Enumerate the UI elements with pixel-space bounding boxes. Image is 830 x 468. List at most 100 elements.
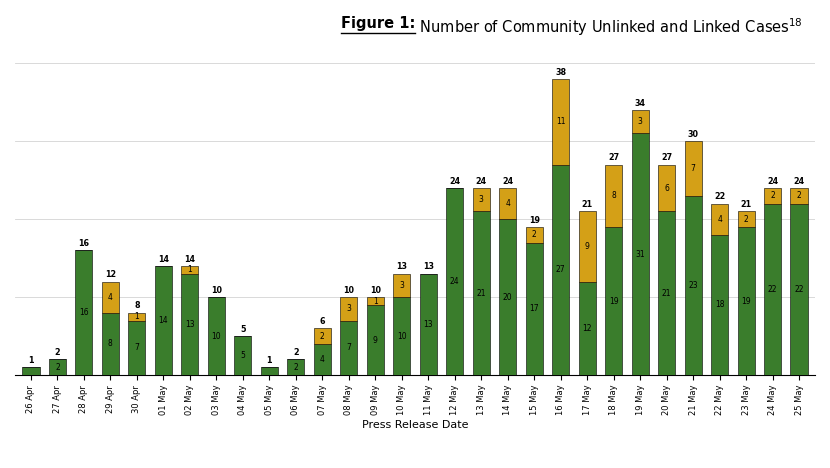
Text: 19: 19	[529, 216, 540, 225]
Text: 23: 23	[688, 281, 698, 290]
Text: 17: 17	[530, 304, 539, 314]
Text: 3: 3	[399, 281, 404, 290]
Bar	[367, 305, 383, 375]
Text: 4: 4	[717, 215, 722, 224]
Bar	[472, 212, 490, 375]
Text: 16: 16	[78, 239, 90, 248]
Text: 13: 13	[423, 320, 433, 329]
Bar	[790, 188, 808, 204]
Text: 19: 19	[609, 297, 618, 306]
Text: 21: 21	[476, 289, 486, 298]
Bar	[181, 274, 198, 375]
Text: 31: 31	[635, 250, 645, 259]
Text: 4: 4	[108, 292, 113, 302]
Text: 24: 24	[449, 177, 461, 186]
Text: 21: 21	[582, 200, 593, 209]
Bar	[208, 297, 225, 375]
Bar	[632, 110, 649, 133]
Text: 2: 2	[532, 230, 536, 239]
Text: 2: 2	[797, 191, 802, 200]
Text: 38: 38	[555, 67, 566, 77]
Bar	[393, 297, 410, 375]
Text: 10: 10	[369, 286, 381, 295]
Bar	[154, 266, 172, 375]
Bar	[738, 212, 754, 227]
Bar	[447, 188, 463, 375]
Text: 13: 13	[396, 263, 408, 271]
X-axis label: Press Release Date: Press Release Date	[362, 420, 468, 430]
Text: 8: 8	[134, 301, 139, 310]
Bar	[525, 242, 543, 375]
Bar	[605, 165, 622, 227]
Text: 8: 8	[612, 191, 616, 200]
Bar	[472, 188, 490, 212]
Text: 20: 20	[503, 292, 513, 302]
Text: 21: 21	[662, 289, 671, 298]
Text: 5: 5	[240, 325, 246, 334]
Text: 2: 2	[744, 215, 749, 224]
Text: 2: 2	[294, 363, 298, 372]
Bar	[738, 227, 754, 375]
Text: 2: 2	[770, 191, 775, 200]
Text: 10: 10	[397, 332, 407, 341]
Bar	[49, 359, 66, 375]
Text: 14: 14	[184, 255, 195, 263]
Text: 27: 27	[608, 154, 619, 162]
Text: 24: 24	[502, 177, 513, 186]
Text: 1: 1	[266, 356, 272, 365]
Bar	[764, 204, 781, 375]
Bar	[790, 204, 808, 375]
Bar	[76, 250, 92, 375]
Text: 16: 16	[79, 308, 89, 317]
Text: 24: 24	[450, 277, 460, 286]
Bar	[102, 313, 119, 375]
Bar	[287, 359, 305, 375]
Bar	[552, 79, 569, 165]
Text: 9: 9	[585, 242, 589, 251]
Text: 2: 2	[55, 363, 60, 372]
Text: 2: 2	[293, 348, 299, 357]
Text: 3: 3	[637, 117, 642, 126]
Text: 24: 24	[476, 177, 486, 186]
Text: 22: 22	[768, 285, 778, 294]
Text: 8: 8	[108, 339, 113, 348]
Text: 18: 18	[715, 300, 725, 309]
Text: 22: 22	[714, 192, 725, 201]
Bar	[658, 212, 676, 375]
Bar	[579, 282, 596, 375]
Text: 30: 30	[687, 130, 699, 139]
Bar	[605, 227, 622, 375]
Text: Figure 1:: Figure 1:	[340, 16, 415, 31]
Text: 7: 7	[691, 164, 696, 173]
Text: 4: 4	[505, 199, 510, 208]
Bar	[393, 274, 410, 297]
Text: 4: 4	[320, 355, 325, 364]
Text: 13: 13	[422, 263, 434, 271]
Bar	[764, 188, 781, 204]
Text: 27: 27	[661, 154, 672, 162]
Bar	[685, 196, 701, 375]
Bar	[22, 367, 40, 375]
Bar	[658, 165, 676, 212]
Bar	[181, 266, 198, 274]
Bar	[129, 321, 145, 375]
Bar	[579, 212, 596, 282]
Bar	[314, 344, 331, 375]
Bar	[711, 235, 728, 375]
Bar	[234, 336, 251, 375]
Text: 27: 27	[556, 265, 565, 274]
Bar	[711, 204, 728, 235]
Bar	[685, 141, 701, 196]
Bar	[525, 227, 543, 242]
Text: 24: 24	[767, 177, 779, 186]
Text: 12: 12	[105, 270, 116, 279]
Text: 14: 14	[158, 255, 168, 263]
Bar	[314, 329, 331, 344]
Text: 1: 1	[134, 312, 139, 321]
Bar	[367, 297, 383, 305]
Text: 3: 3	[346, 304, 351, 314]
Text: Number of Community Unlinked and Linked Cases$^{18}$: Number of Community Unlinked and Linked …	[415, 16, 803, 38]
Text: 1: 1	[28, 356, 34, 365]
Text: 10: 10	[211, 286, 222, 295]
Text: 6: 6	[664, 183, 669, 192]
